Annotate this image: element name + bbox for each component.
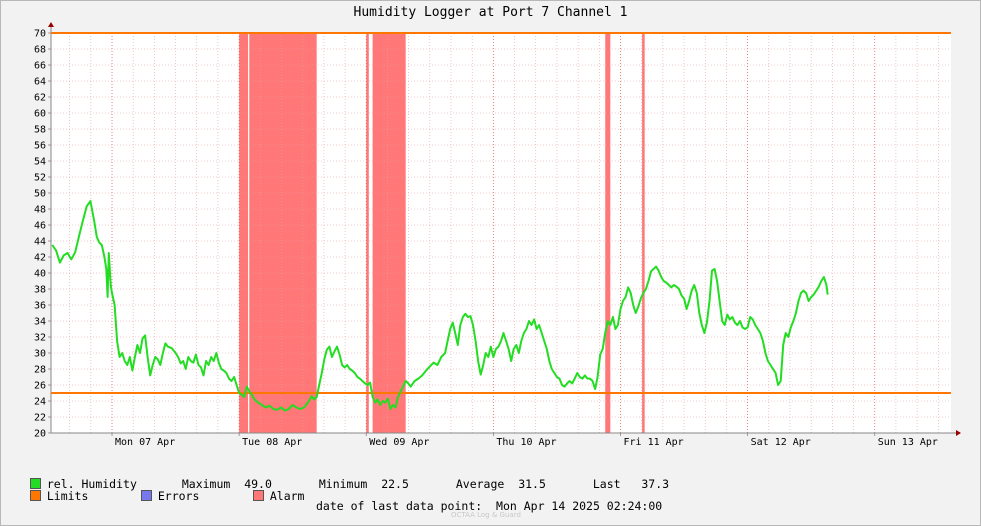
- x-tick-label: Tue 08 Apr: [242, 437, 302, 448]
- plot-area: [51, 33, 951, 433]
- y-tick-label: 30: [34, 349, 46, 360]
- y-tick-label: 40: [34, 269, 46, 280]
- y-tick-label: 66: [34, 61, 46, 72]
- y-tick-label: 68: [34, 45, 46, 56]
- x-tick-label: Wed 09 Apr: [369, 437, 429, 448]
- y-tick-label: 24: [34, 397, 46, 408]
- alarm-period: [372, 33, 406, 433]
- errors-label: Errors: [157, 489, 200, 503]
- alarm-period: [239, 33, 249, 433]
- last-data-point-value: Mon Apr 14 2025 02:24:00: [496, 499, 663, 513]
- minimum-label: Minimum: [318, 477, 368, 491]
- alarm-label: Alarm: [269, 489, 305, 503]
- y-tick-label: 44: [34, 237, 46, 248]
- legend-limits: Limits: [16, 475, 88, 503]
- watermark: OCTAA Log & Guard: [451, 511, 521, 519]
- legend-errors: Errors: [127, 475, 199, 503]
- y-tick-label: 48: [34, 205, 46, 216]
- maximum-value: 49.0: [244, 477, 272, 491]
- y-tick-label: 58: [34, 125, 46, 136]
- x-tick-label: Mon 07 Apr: [115, 437, 175, 448]
- y-tick-label: 70: [34, 29, 46, 40]
- y-tick-label: 32: [34, 333, 46, 344]
- y-tick-label: 64: [34, 77, 46, 88]
- y-tick-label: 22: [34, 413, 46, 424]
- y-tick-label: 52: [34, 173, 46, 184]
- stat-maximum: Maximum 49.0: [168, 463, 272, 491]
- last-data-point-label: date of last data point:: [316, 499, 483, 513]
- y-tick-label: 28: [34, 365, 46, 376]
- y-tick-label: 20: [34, 429, 46, 440]
- humidity-line: [51, 200, 829, 412]
- x-tick-label: Sat 12 Apr: [751, 437, 811, 448]
- y-tick-label: 54: [34, 157, 46, 168]
- y-tick-label: 26: [34, 381, 46, 392]
- y-tick-label: 50: [34, 189, 46, 200]
- legend-alarm: Alarm: [239, 475, 304, 503]
- average-label: Average: [455, 477, 505, 491]
- y-tick-label: 46: [34, 221, 46, 232]
- stat-average: Average 31.5: [442, 463, 546, 491]
- errors-swatch: [140, 490, 152, 501]
- minimum-value: 22.5: [381, 477, 409, 491]
- y-tick-label: 62: [34, 93, 46, 104]
- y-tick-label: 56: [34, 141, 46, 152]
- humidity-label: rel. Humidity: [46, 477, 137, 491]
- limits-swatch: [29, 490, 41, 501]
- y-tick-label: 42: [34, 253, 46, 264]
- alarm-period: [366, 33, 369, 433]
- x-tick-label: Thu 10 Apr: [496, 437, 556, 448]
- alarm-swatch: [252, 490, 264, 501]
- stat-minimum: Minimum 22.5: [305, 463, 409, 491]
- y-tick-label: 36: [34, 301, 46, 312]
- average-value: 31.5: [518, 477, 546, 491]
- last-label: Last: [592, 477, 621, 491]
- humidity-swatch: [29, 478, 41, 489]
- alarm-period: [249, 33, 317, 433]
- last-data-point: date of last data point: Mon Apr 14 2025…: [316, 499, 662, 513]
- y-tick-label: 60: [34, 109, 46, 120]
- legend-humidity: rel. Humidity: [16, 463, 137, 491]
- stat-last: Last 37.3: [579, 463, 669, 491]
- x-tick-label: Sun 13 Apr: [878, 437, 938, 448]
- alarm-period: [605, 33, 611, 433]
- limits-label: Limits: [46, 489, 89, 503]
- last-value: 37.3: [641, 477, 670, 491]
- maximum-label: Maximum: [181, 477, 231, 491]
- alarm-period: [642, 33, 645, 433]
- y-tick-label: 38: [34, 285, 46, 296]
- y-tick-label: 34: [34, 317, 46, 328]
- x-axis-arrow: [956, 430, 961, 436]
- chart-title: Humidity Logger at Port 7 Channel 1: [353, 5, 628, 20]
- y-axis-arrow: [48, 22, 54, 27]
- x-tick-label: Fri 11 Apr: [623, 437, 683, 448]
